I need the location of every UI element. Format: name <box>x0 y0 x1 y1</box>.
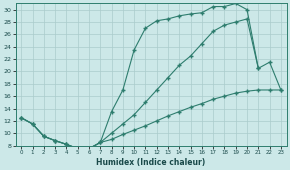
X-axis label: Humidex (Indice chaleur): Humidex (Indice chaleur) <box>97 158 206 167</box>
